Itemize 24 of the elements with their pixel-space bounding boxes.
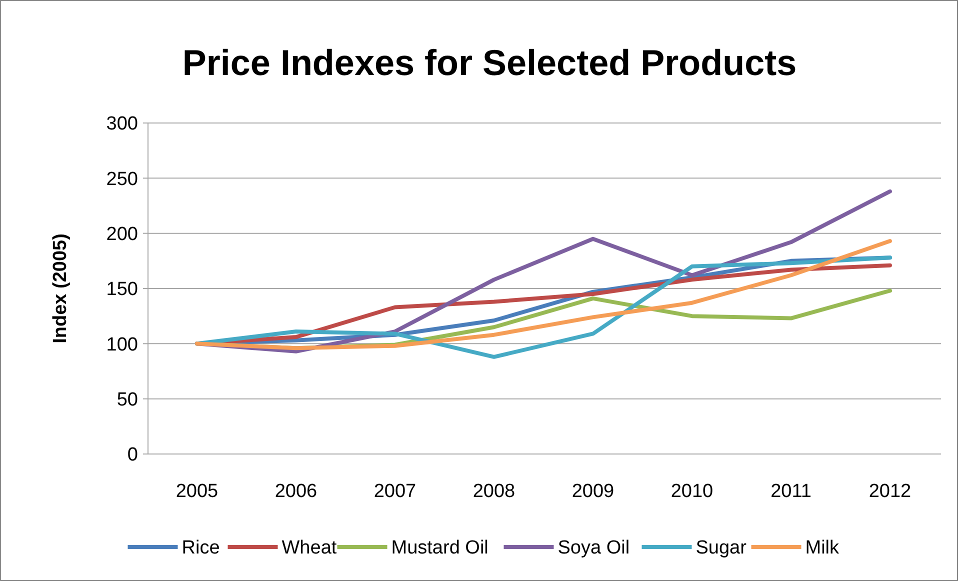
legend-label: Sugar xyxy=(696,538,748,559)
x-tick-label: 2012 xyxy=(868,481,912,502)
y-tick-label: 200 xyxy=(106,224,138,245)
x-tick-label: 2009 xyxy=(572,481,614,502)
x-tick-label: 2010 xyxy=(670,481,714,502)
y-tick-label: 100 xyxy=(106,334,138,356)
x-tick-label: 2007 xyxy=(374,481,416,502)
legend-label: Rice xyxy=(182,538,220,559)
y-tick-label: 0 xyxy=(127,444,138,466)
y-tick-label: 150 xyxy=(106,279,138,300)
legend-label: Milk xyxy=(805,538,840,559)
legend-label: Mustard Oil xyxy=(391,538,488,559)
x-tick-label: 2006 xyxy=(274,481,318,502)
legend-label: Wheat xyxy=(282,538,338,559)
x-tick-label: 2005 xyxy=(176,481,218,502)
x-tick-label: 2008 xyxy=(472,481,516,502)
y-tick-label: 250 xyxy=(106,168,138,190)
legend-label: Soya Oil xyxy=(558,538,630,559)
x-tick-label: 2011 xyxy=(770,481,812,502)
y-axis-title: Index (2005) xyxy=(50,234,71,344)
y-tick-label: 300 xyxy=(106,114,138,135)
y-tick-label: 50 xyxy=(116,389,138,410)
line-series xyxy=(195,239,892,350)
chart-title: Price Indexes for Selected Products xyxy=(182,42,797,83)
